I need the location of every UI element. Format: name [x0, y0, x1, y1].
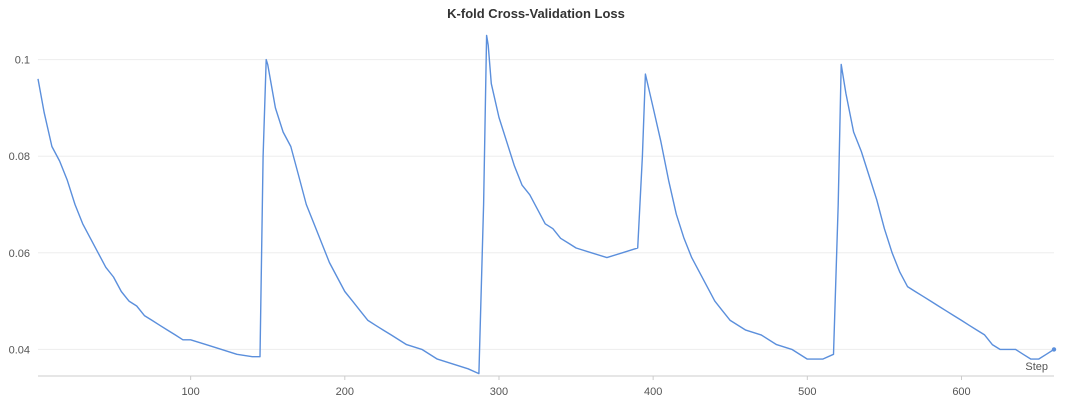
x-tick-label: 400 [644, 386, 662, 398]
y-tick-label: 0.1 [15, 55, 30, 67]
x-tick-label: 600 [952, 386, 970, 398]
x-tick-label: 300 [490, 386, 508, 398]
x-tick-label: 500 [798, 386, 816, 398]
series-layer [37, 34, 1057, 375]
chart-title: K-fold Cross-Validation Loss [447, 6, 625, 21]
x-tick-label: 100 [181, 386, 199, 398]
x-axis-ticks: 100 200 300 400 500 600 [181, 376, 971, 398]
series-line [37, 34, 1055, 375]
grid-lines [38, 59, 1054, 350]
y-tick-label: 0.04 [9, 344, 30, 356]
series-endpoint-marker [1051, 347, 1057, 352]
y-tick-label: 0.06 [9, 248, 30, 260]
y-axis-ticks: 0.04 0.06 0.08 0.1 [9, 55, 30, 357]
x-tick-label: 200 [336, 386, 354, 398]
y-tick-label: 0.08 [9, 151, 30, 163]
x-axis-title: Step [1025, 361, 1048, 373]
